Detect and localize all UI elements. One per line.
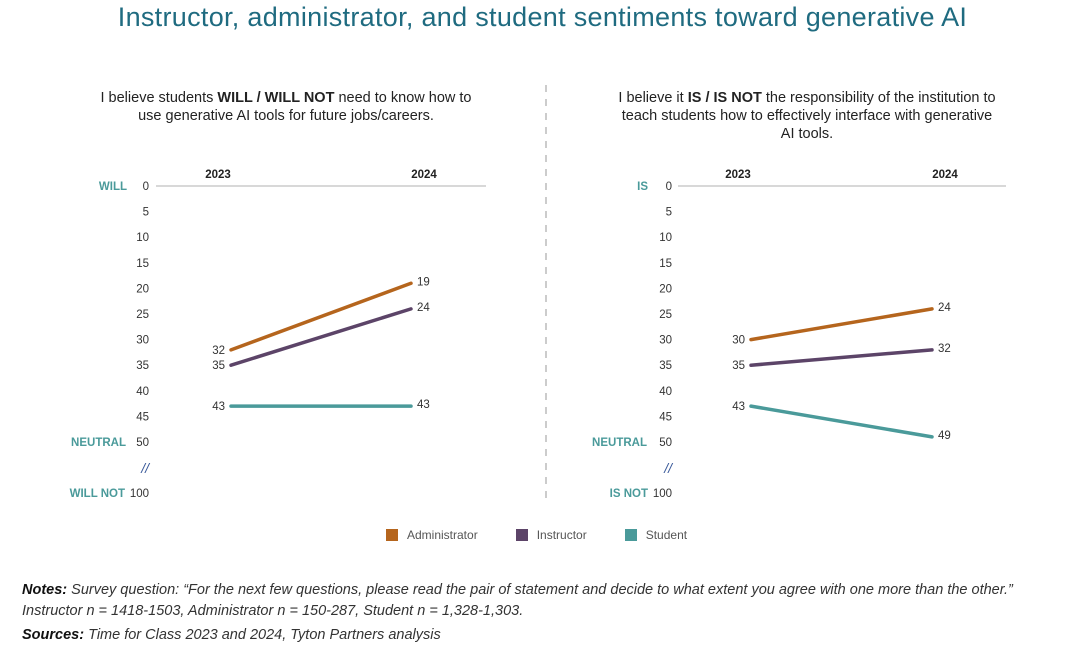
left-y-annotation-neutral: NEUTRAL bbox=[71, 437, 126, 449]
left-data-label-2023-instructor: 35 bbox=[212, 360, 225, 372]
right-y-tick-label: 20 bbox=[659, 283, 672, 295]
left-data-label-2024-administrator: 19 bbox=[417, 276, 430, 288]
legend-swatch-student bbox=[624, 529, 637, 541]
right-subtitle-part: the responsibility of the institution to… bbox=[621, 90, 996, 142]
left-subtitle-part: need to know how to use generative AI to… bbox=[138, 90, 472, 124]
right-axis-break-mark: // bbox=[663, 460, 674, 476]
right-x-label-2024: 2024 bbox=[932, 169, 958, 181]
right-data-label-2024-instructor: 32 bbox=[938, 343, 951, 355]
right-data-label-2024-student: 49 bbox=[938, 430, 951, 442]
left-y-tick-label-100: 100 bbox=[130, 488, 149, 500]
right-series-line-student bbox=[749, 404, 934, 439]
sources: Sources: Time for Class 2023 and 2024, T… bbox=[22, 627, 441, 643]
left-axis-break-mark: // bbox=[140, 460, 151, 476]
right-x-label-2023: 2023 bbox=[725, 169, 751, 181]
chart-title: Instructor, administrator, and student s… bbox=[117, 2, 968, 32]
left-y-tick-label: 25 bbox=[136, 309, 149, 321]
right-series-line-instructor bbox=[749, 348, 934, 367]
left-y-tick-label: 35 bbox=[136, 360, 149, 372]
right-data-label-2023-student: 43 bbox=[732, 401, 745, 413]
right-y-tick-label: 25 bbox=[659, 309, 672, 321]
left-y-tick-label: 45 bbox=[136, 411, 149, 423]
legend: Administrator Instructor Student bbox=[386, 528, 725, 542]
left-y-tick-label: 10 bbox=[136, 232, 149, 244]
sources-label: Sources: bbox=[22, 627, 85, 643]
left-data-label-2024-student: 43 bbox=[417, 399, 430, 411]
notes-text: Survey question: “For the next few quest… bbox=[22, 582, 1013, 619]
right-y-tick-label-100: 100 bbox=[653, 488, 672, 500]
right-y-annotation-neutral: NEUTRAL bbox=[592, 437, 647, 449]
right-y-tick-label: 50 bbox=[659, 437, 672, 449]
left-x-label-2023: 2023 bbox=[205, 169, 231, 181]
left-data-label-2024-instructor: 24 bbox=[417, 302, 430, 314]
right-y-annotation-bottom: IS NOT bbox=[610, 488, 648, 500]
left-y-tick-label: 0 bbox=[143, 181, 149, 193]
left-y-tick-label: 20 bbox=[136, 283, 149, 295]
right-y-tick-label: 10 bbox=[659, 232, 672, 244]
right-series-line-administrator bbox=[749, 307, 934, 342]
left-series-line-instructor bbox=[229, 307, 413, 367]
left-data-label-2023-student: 43 bbox=[212, 401, 225, 413]
legend-item-student: Student bbox=[624, 528, 688, 542]
right-y-tick-label: 40 bbox=[659, 386, 672, 398]
right-y-tick-label: 15 bbox=[659, 258, 672, 270]
left-series-line-administrator bbox=[229, 281, 413, 352]
notes: Notes: Survey question: “For the next fe… bbox=[22, 580, 1077, 622]
left-y-tick-label: 30 bbox=[136, 335, 149, 347]
left-data-label-2023-administrator: 32 bbox=[212, 345, 225, 357]
legend-label: Instructor bbox=[536, 528, 587, 542]
left-y-tick-label: 5 bbox=[143, 207, 149, 219]
left-y-tick-label: 40 bbox=[136, 386, 149, 398]
left-y-annotation-bottom: WILL NOT bbox=[70, 488, 125, 500]
right-subtitle-part: I believe it bbox=[618, 90, 688, 106]
left-chart-subtitle: I believe students WILL / WILL NOT need … bbox=[96, 89, 476, 125]
left-y-tick-label: 15 bbox=[136, 258, 149, 270]
legend-label: Student bbox=[645, 528, 688, 542]
legend-swatch-administrator bbox=[386, 529, 398, 541]
left-subtitle-part: I believe students bbox=[100, 90, 218, 106]
legend-label: Administrator bbox=[407, 528, 478, 542]
right-subtitle-emphasis: IS / IS NOT bbox=[687, 90, 762, 106]
notes-label: Notes: bbox=[22, 582, 68, 598]
right-y-tick-label: 35 bbox=[659, 360, 672, 372]
right-data-label-2024-administrator: 24 bbox=[938, 302, 951, 314]
right-data-label-2023-administrator: 30 bbox=[732, 335, 745, 347]
right-y-tick-label: 5 bbox=[666, 207, 672, 219]
left-y-tick-label: 50 bbox=[136, 437, 149, 449]
right-chart-subtitle: I believe it IS / IS NOT the responsibil… bbox=[617, 89, 997, 143]
left-subtitle-emphasis: WILL / WILL NOT bbox=[217, 90, 335, 106]
right-y-tick-label: 30 bbox=[659, 335, 672, 347]
left-y-annotation-top: WILL bbox=[99, 181, 127, 193]
right-y-annotation-top: IS bbox=[637, 181, 648, 193]
sources-text: Time for Class 2023 and 2024, Tyton Part… bbox=[84, 627, 441, 643]
legend-item-instructor: Instructor bbox=[515, 528, 587, 542]
left-x-label-2024: 2024 bbox=[411, 169, 437, 181]
right-y-tick-label: 0 bbox=[666, 181, 672, 193]
legend-item-administrator: Administrator bbox=[386, 528, 478, 542]
right-data-label-2023-instructor: 35 bbox=[732, 360, 745, 372]
legend-swatch-instructor bbox=[515, 529, 528, 541]
right-y-tick-label: 45 bbox=[659, 411, 672, 423]
